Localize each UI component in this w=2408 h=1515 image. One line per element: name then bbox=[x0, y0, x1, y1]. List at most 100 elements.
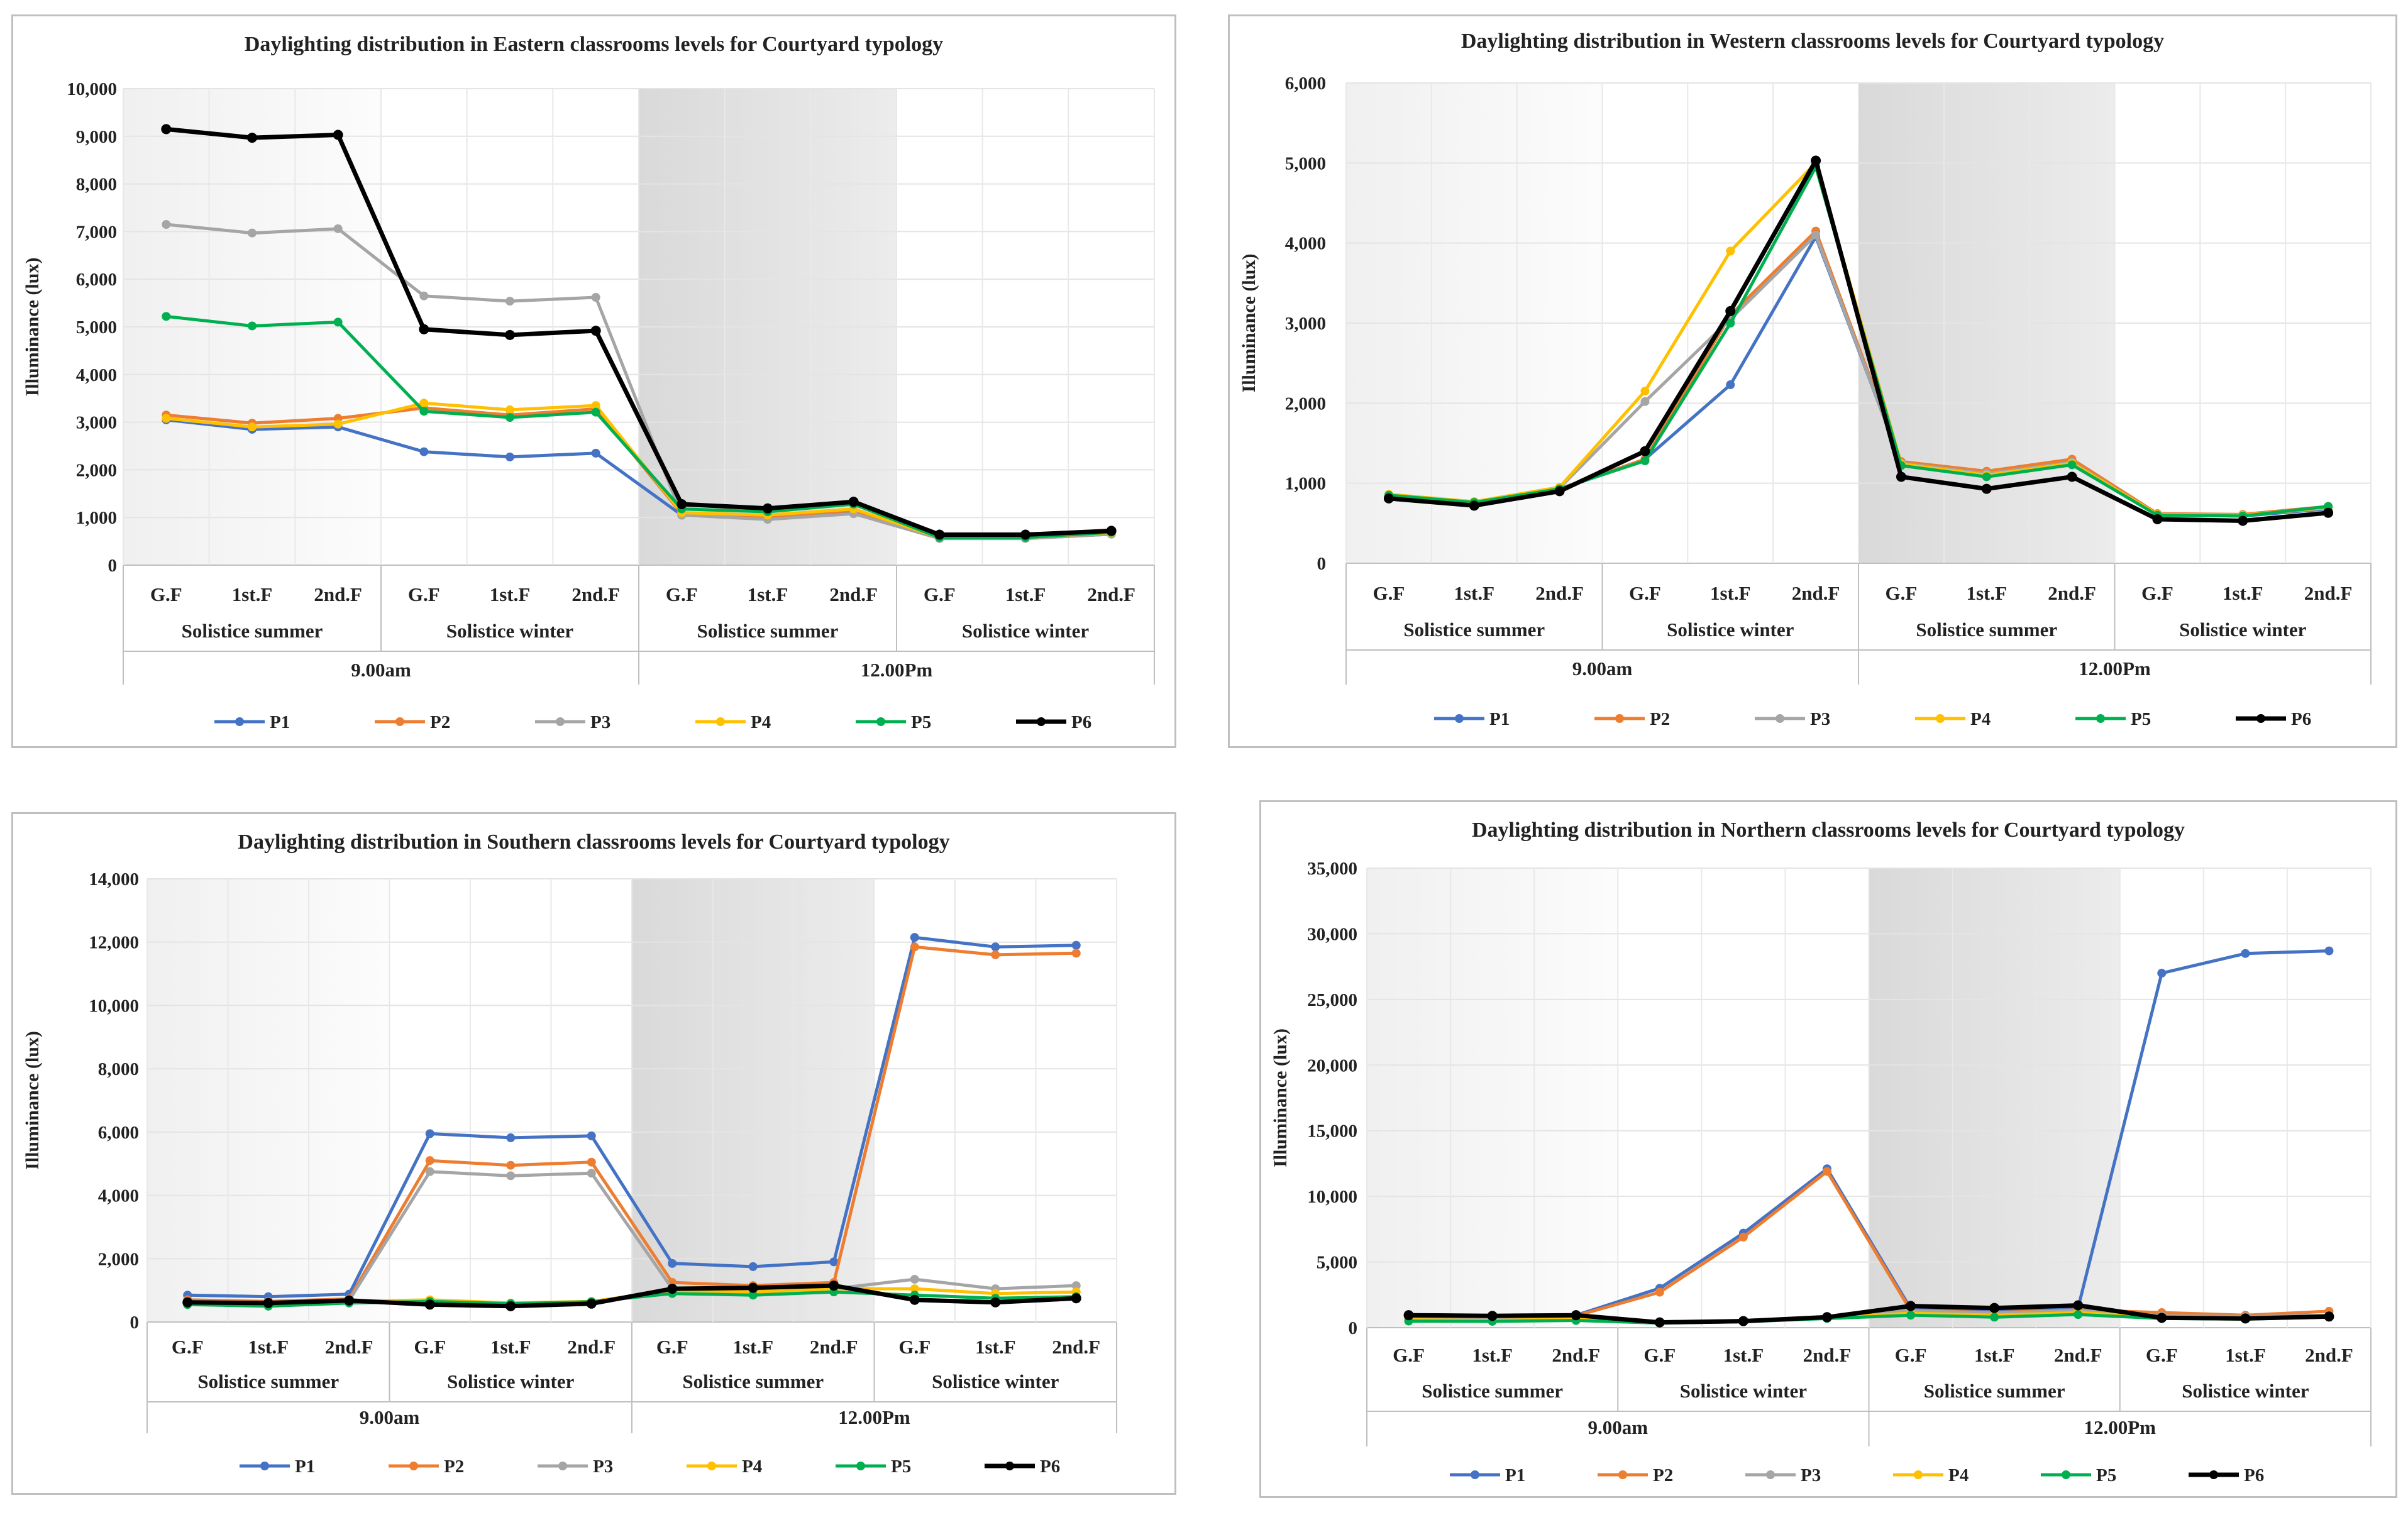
series-line-p1 bbox=[187, 935, 1076, 1299]
data-point-p3 bbox=[587, 1169, 596, 1178]
time-label: 9.00am bbox=[360, 1406, 420, 1428]
x-tick-label: 2nd.F bbox=[2054, 1344, 2102, 1366]
data-point-p2 bbox=[991, 950, 1000, 959]
data-point-p6 bbox=[1020, 529, 1030, 540]
x-tick-label: G.F bbox=[408, 583, 440, 605]
data-point-p6 bbox=[1725, 306, 1736, 316]
legend-swatch-marker bbox=[1776, 714, 1784, 723]
season-label: Solistice summer bbox=[1403, 619, 1545, 641]
x-tick-label: 2nd.F bbox=[567, 1336, 616, 1358]
y-tick-label: 25,000 bbox=[1307, 990, 1357, 1010]
chart-panel-western: Daylighting distribution in Western clas… bbox=[1228, 14, 2397, 748]
series-line-p6 bbox=[187, 1283, 1076, 1309]
data-point-p6 bbox=[263, 1297, 273, 1308]
data-point-p1 bbox=[668, 1259, 677, 1268]
shade-band-summer-pm bbox=[632, 879, 875, 1322]
x-tick-label: 1st.F bbox=[975, 1336, 1016, 1358]
legend-swatch-marker bbox=[1037, 717, 1046, 726]
legend-swatch-marker bbox=[1471, 1470, 1479, 1479]
data-point-p6 bbox=[1640, 446, 1650, 456]
legend-label: P6 bbox=[1040, 1457, 1060, 1477]
x-tick-label: 1st.F bbox=[1723, 1344, 1764, 1366]
legend-swatch-marker bbox=[2209, 1470, 2218, 1479]
legend-label: P6 bbox=[1071, 712, 1091, 732]
data-point-p4 bbox=[162, 414, 171, 423]
legend-label: P5 bbox=[911, 712, 931, 732]
shade-band-summer-am bbox=[1367, 868, 1618, 1328]
x-tick-label: G.F bbox=[1886, 582, 1918, 604]
y-tick-label: 4,000 bbox=[76, 365, 117, 385]
data-point-p6 bbox=[2324, 1311, 2334, 1322]
data-point-p1 bbox=[910, 933, 919, 942]
legend-swatch-marker bbox=[876, 717, 885, 726]
data-point-p1 bbox=[991, 942, 1000, 952]
data-point-p2 bbox=[1822, 1167, 1831, 1176]
y-tick-label: 14,000 bbox=[89, 869, 139, 890]
data-point-p6 bbox=[748, 1282, 758, 1293]
y-tick-label: 1,000 bbox=[1285, 474, 1326, 494]
legend-label: P3 bbox=[590, 712, 610, 732]
x-tick-label: 2nd.F bbox=[2304, 582, 2353, 604]
chart-title: Daylighting distribution in Northern cla… bbox=[1472, 818, 2185, 842]
data-point-p2 bbox=[506, 1160, 516, 1170]
season-label: Solistice winter bbox=[1667, 619, 1794, 641]
data-point-p6 bbox=[586, 1298, 597, 1309]
legend-label: P5 bbox=[2096, 1465, 2116, 1485]
shade-band-summer-pm bbox=[1869, 868, 2120, 1328]
legend-swatch-marker bbox=[1005, 1462, 1014, 1470]
data-point-p6 bbox=[161, 124, 172, 135]
y-tick-label: 5,000 bbox=[76, 317, 117, 338]
y-tick-label: 30,000 bbox=[1307, 924, 1357, 944]
series-line-p6 bbox=[1388, 158, 2329, 523]
y-tick-label: 6,000 bbox=[1285, 74, 1326, 94]
x-tick-label: 2nd.F bbox=[572, 583, 620, 605]
data-point-p6 bbox=[2067, 471, 2077, 482]
data-point-p5 bbox=[505, 413, 514, 422]
x-tick-label: 1st.F bbox=[248, 1336, 289, 1358]
time-label: 9.00am bbox=[351, 659, 411, 681]
y-axis-label: Illuminance (lux) bbox=[22, 1031, 43, 1170]
data-point-p6 bbox=[182, 1297, 193, 1308]
data-point-p6 bbox=[990, 1297, 1001, 1308]
season-label: Solistice winter bbox=[962, 620, 1090, 642]
data-point-p6 bbox=[934, 529, 945, 540]
x-tick-label: 2nd.F bbox=[1552, 1344, 1600, 1366]
data-point-p3 bbox=[162, 220, 171, 229]
data-point-p2 bbox=[910, 942, 919, 952]
y-tick-label: 9,000 bbox=[76, 127, 117, 147]
legend-label: P4 bbox=[742, 1457, 762, 1477]
data-point-p1 bbox=[1071, 940, 1081, 950]
data-point-p1 bbox=[419, 447, 429, 456]
x-tick-label: 1st.F bbox=[1005, 583, 1046, 605]
data-point-p6 bbox=[419, 324, 429, 334]
time-label: 12.00Pm bbox=[838, 1406, 910, 1428]
x-tick-label: 1st.F bbox=[490, 583, 531, 605]
y-tick-label: 8,000 bbox=[76, 175, 117, 195]
data-point-p6 bbox=[1906, 1301, 1916, 1311]
legend-swatch-marker bbox=[856, 1462, 865, 1470]
data-point-p4 bbox=[419, 399, 429, 408]
data-point-p6 bbox=[247, 133, 257, 143]
legend-swatch-marker bbox=[558, 1462, 567, 1470]
x-tick-label: G.F bbox=[656, 1336, 688, 1358]
x-tick-label: 1st.F bbox=[1472, 1344, 1513, 1366]
x-tick-label: 2nd.F bbox=[325, 1336, 373, 1358]
y-tick-label: 12,000 bbox=[89, 933, 139, 953]
chart-panel-northern: Daylighting distribution in Northern cla… bbox=[1259, 800, 2397, 1498]
x-tick-label: 1st.F bbox=[1710, 582, 1751, 604]
data-point-p6 bbox=[1571, 1310, 1581, 1321]
chart-title: Daylighting distribution in Southern cla… bbox=[238, 830, 949, 854]
y-tick-label: 20,000 bbox=[1307, 1055, 1357, 1076]
chart-svg: Daylighting distribution in Southern cla… bbox=[22, 830, 1117, 1477]
y-tick-label: 8,000 bbox=[98, 1059, 139, 1079]
data-point-p5 bbox=[248, 321, 257, 331]
x-tick-label: 1st.F bbox=[748, 583, 788, 605]
y-tick-label: 6,000 bbox=[98, 1123, 139, 1143]
season-label: Solistice summer bbox=[682, 1370, 824, 1392]
data-point-p2 bbox=[1655, 1287, 1664, 1297]
legend-label: P3 bbox=[593, 1457, 613, 1477]
data-point-p3 bbox=[1640, 397, 1650, 406]
series-line-p6 bbox=[165, 126, 1112, 537]
shade-band-summer-am bbox=[147, 879, 390, 1322]
legend-label: P4 bbox=[1970, 709, 1991, 729]
